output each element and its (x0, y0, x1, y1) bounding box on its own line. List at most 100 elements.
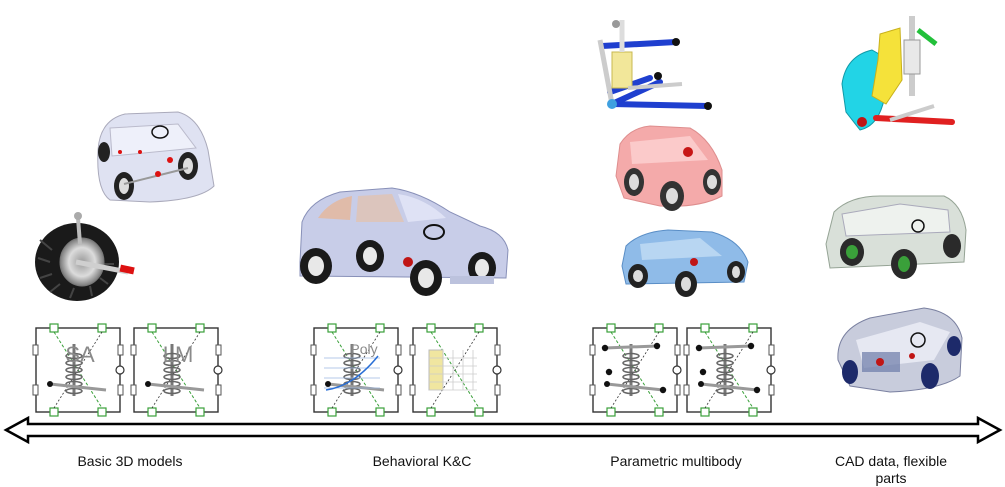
cad-detailed-car-image (837, 307, 963, 393)
connector-icon (683, 384, 690, 396)
port-icon (375, 323, 385, 333)
connector-icon (683, 344, 690, 356)
flange-icon (393, 365, 403, 375)
spring-coil (622, 352, 640, 360)
joint-icon (659, 386, 667, 394)
port-icon (606, 323, 616, 333)
connector-icon (395, 384, 402, 396)
control-arm-icon (698, 344, 752, 350)
joint-icon (605, 368, 613, 376)
spring-coil (65, 387, 83, 395)
port-icon (748, 407, 758, 417)
joint-icon (325, 381, 331, 387)
joint-icon (747, 342, 755, 350)
connector-icon (32, 344, 39, 356)
joint-icon (699, 368, 707, 376)
model-blocks: SA LM Poly (32, 323, 776, 417)
connector-icon (395, 344, 402, 356)
stage-label-basic-3d-models: Basic 3D models (77, 453, 183, 469)
port-icon (49, 323, 59, 333)
spring-coil (163, 352, 181, 360)
joint-icon (695, 344, 703, 352)
spring-coil (65, 352, 83, 360)
spring-coil (163, 373, 181, 381)
spring-coil (622, 359, 640, 367)
port-icon (147, 407, 157, 417)
model-block: LM (130, 323, 223, 417)
connector-icon (117, 344, 124, 356)
connector-icon (310, 344, 317, 356)
connector-icon (589, 384, 596, 396)
port-icon (700, 407, 710, 417)
spring-coil (716, 387, 734, 395)
cad-green-car-image (825, 195, 967, 279)
connector-icon (768, 344, 775, 356)
block-tag: LM (163, 342, 194, 367)
spring-coil (343, 366, 361, 374)
connector-icon (215, 344, 222, 356)
spring-coil (716, 366, 734, 374)
link-line (53, 331, 103, 409)
port-icon (426, 323, 436, 333)
stage-label-parametric-multibody: Parametric multibody (610, 453, 742, 469)
port-icon (474, 323, 484, 333)
model-block (589, 323, 682, 417)
connector-icon (409, 344, 416, 356)
joint-icon (601, 344, 609, 352)
flange-icon (766, 365, 776, 375)
control-arm-icon (327, 382, 385, 392)
spring-coil (716, 352, 734, 360)
connector-icon (215, 384, 222, 396)
joint-icon (47, 381, 53, 387)
control-arm-icon (49, 382, 107, 392)
control-arm-icon (606, 382, 664, 392)
joint-icon (753, 386, 761, 394)
double-headed-arrow-icon (3, 415, 1003, 445)
spring-coil (622, 366, 640, 374)
connector-icon (674, 344, 681, 356)
port-icon (97, 323, 107, 333)
polynomial-curve (325, 355, 379, 391)
lookup-table-icon (428, 349, 444, 391)
port-icon (426, 407, 436, 417)
flange-icon (213, 365, 223, 375)
spring-coil (163, 359, 181, 367)
connector-icon (409, 384, 416, 396)
spring-coil (343, 359, 361, 367)
spring-coil (163, 387, 181, 395)
port-icon (748, 323, 758, 333)
port-icon (654, 323, 664, 333)
port-icon (195, 407, 205, 417)
link-line (151, 331, 201, 409)
joint-icon (604, 381, 610, 387)
timeline-arrow (3, 415, 1003, 445)
stage-label-cad-flexible-parts: CAD data, flexible parts (834, 453, 948, 486)
connector-icon (494, 344, 501, 356)
flange-icon (672, 365, 682, 375)
control-arm-icon (147, 382, 205, 392)
link-line (331, 331, 381, 409)
port-icon (327, 323, 337, 333)
connector-icon (674, 384, 681, 396)
port-icon (327, 407, 337, 417)
connector-icon (32, 384, 39, 396)
block-tag: Poly (350, 341, 377, 357)
parametric-suspension-image (597, 20, 712, 110)
joint-icon (698, 381, 704, 387)
model-block: Poly (310, 323, 403, 417)
connector-icon (310, 384, 317, 396)
port-icon (474, 407, 484, 417)
red-car-image (615, 125, 723, 211)
port-icon (606, 407, 616, 417)
flange-icon (115, 365, 125, 375)
wheel-assembly-image (35, 212, 135, 301)
port-icon (654, 407, 664, 417)
stage-label-behavioral-kc: Behavioral K&C (372, 453, 472, 469)
model-block (683, 323, 776, 417)
spring-coil (343, 352, 361, 360)
port-icon (375, 407, 385, 417)
joint-icon (653, 342, 661, 350)
connector-icon (768, 384, 775, 396)
spring-coil (716, 359, 734, 367)
